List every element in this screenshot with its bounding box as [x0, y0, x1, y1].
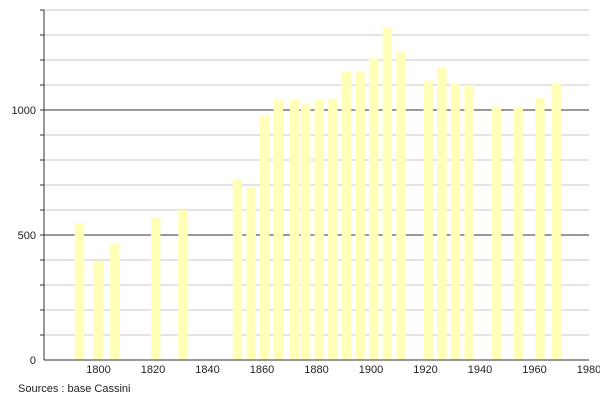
- bar-1891: [341, 71, 352, 360]
- bar-1906: [382, 27, 393, 360]
- x-tick-label: 1800: [86, 364, 110, 376]
- y-tick-label: 1000: [12, 105, 36, 117]
- x-tick-label: 1960: [522, 364, 546, 376]
- bar-1851: [232, 179, 243, 360]
- bar-1861: [260, 115, 270, 360]
- bar-1901: [369, 58, 379, 360]
- bar-1896: [355, 71, 365, 360]
- bar-1866: [273, 100, 284, 360]
- bar-1876: [300, 104, 311, 360]
- y-tick-label: 500: [18, 230, 36, 242]
- x-tick-label: 1860: [250, 364, 274, 376]
- x-tick-label: 1880: [304, 364, 328, 376]
- source-note: Sources : base Cassini: [18, 383, 131, 395]
- bar-1793: [74, 223, 85, 360]
- y-tick-label: 0: [30, 355, 36, 367]
- x-tick-label: 1940: [468, 364, 492, 376]
- bar-1926: [437, 67, 447, 360]
- bar-1968: [551, 83, 561, 360]
- bar-1921: [423, 80, 433, 360]
- bar-1886: [328, 98, 338, 360]
- bar-1954: [513, 106, 523, 360]
- bar-1936: [464, 85, 474, 360]
- x-tick-label: 1900: [359, 364, 383, 376]
- bar-1962: [535, 98, 545, 360]
- bar-1946: [491, 106, 502, 360]
- bar-1872: [290, 100, 300, 360]
- bar-1831: [178, 210, 188, 360]
- bar-1856: [246, 187, 256, 360]
- bar-1821: [151, 217, 161, 360]
- x-tick-label: 1980: [577, 364, 600, 376]
- bar-1911: [396, 51, 406, 360]
- bar-1800: [93, 260, 104, 360]
- x-tick-label: 1820: [141, 364, 165, 376]
- x-tick-label: 1920: [413, 364, 437, 376]
- x-tick-label: 1840: [195, 364, 219, 376]
- bar-1806: [110, 244, 120, 360]
- bar-1931: [450, 83, 461, 360]
- bar-1881: [314, 100, 324, 360]
